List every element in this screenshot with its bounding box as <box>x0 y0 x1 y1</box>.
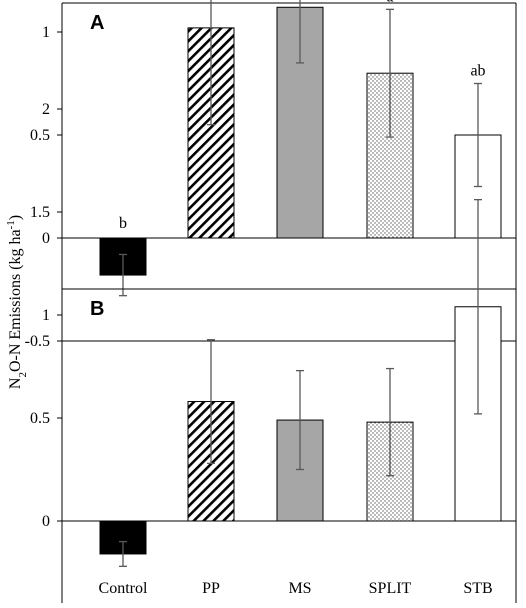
x-tick-label: SPLIT <box>369 580 412 597</box>
y-axis-label: N2O-N Emissions (kg ha-1) <box>5 215 29 389</box>
y-tick-label: 2 <box>42 101 50 118</box>
significance-label: ab <box>470 63 485 80</box>
y-tick-label: 1.5 <box>30 204 50 221</box>
error-bar <box>386 367 394 477</box>
x-tick-label: STB <box>463 580 492 597</box>
y-tick-label: 0 <box>42 230 50 247</box>
x-tick-label: MS <box>288 580 311 597</box>
panel-b: -0.500.511.52B <box>30 101 517 608</box>
error-bar <box>474 82 482 188</box>
panel-letter: A <box>90 12 104 34</box>
x-tick-label: Control <box>99 580 148 597</box>
x-tick-label: PP <box>202 580 220 597</box>
panel-letter: B <box>90 298 104 320</box>
error-bar <box>119 540 127 567</box>
panel-a: -0.500.511.52baaaabA <box>25 0 517 350</box>
error-bar <box>207 0 215 126</box>
y-tick-label: -0.5 <box>25 333 50 350</box>
error-bar <box>296 369 304 471</box>
y-tick-label: 0.5 <box>30 410 50 427</box>
significance-label: a <box>386 0 393 5</box>
y-tick-label: 1 <box>42 307 50 324</box>
error-bar <box>386 8 394 138</box>
error-bar <box>296 0 304 64</box>
y-tick-label: 1 <box>42 24 50 41</box>
significance-label: b <box>119 215 127 232</box>
error-bar <box>207 339 215 464</box>
y-tick-label: 0.5 <box>30 127 50 144</box>
error-bar <box>474 198 482 415</box>
y-tick-label: 0 <box>42 513 50 530</box>
